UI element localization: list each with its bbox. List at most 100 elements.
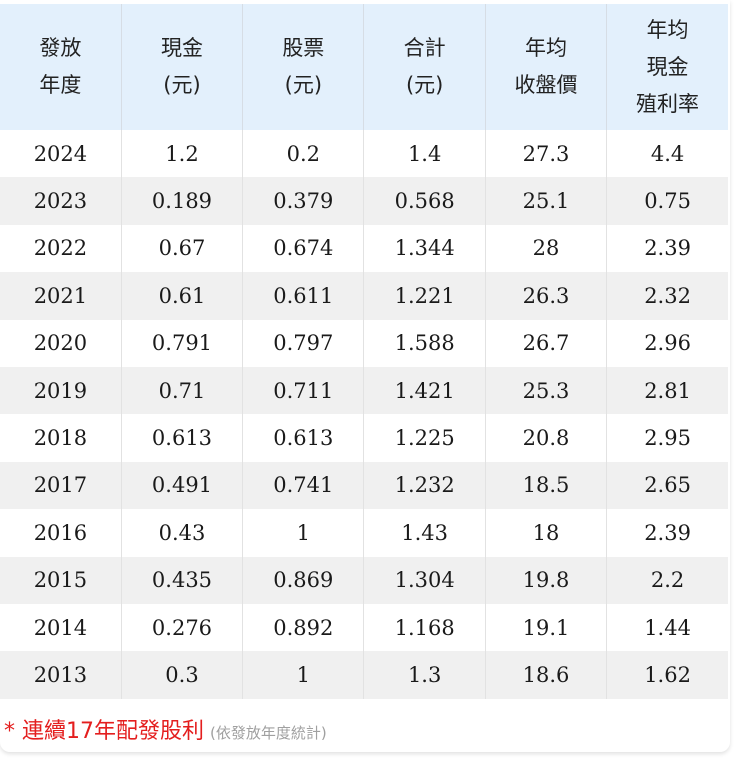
- header-row: 發放 年度 現金 (元) 股票 (元) 合計 (元) 年均 收盤價 年均 現金 殖利率: [0, 4, 728, 130]
- cell-avg-price: 18.5: [484, 461, 607, 510]
- header-avg-price: 年均 收盤價: [484, 4, 607, 130]
- header-text: 現金: [160, 36, 203, 60]
- cell-year: 2019: [0, 366, 122, 415]
- cell-year: 2013: [0, 651, 122, 699]
- cell-stock: 0.2: [242, 130, 364, 178]
- cell-avg-yield: 2.96: [606, 319, 728, 367]
- cell-avg-price: 26.3: [484, 272, 607, 320]
- footnote-sub: (依發放年度統計): [210, 724, 327, 742]
- cell-cash: 0.613: [120, 414, 243, 462]
- cell-avg-price: 19.1: [484, 603, 607, 652]
- cell-year: 2023: [0, 177, 122, 225]
- cell-cash: 0.71: [120, 366, 243, 415]
- cell-year: 2014: [33, 615, 88, 640]
- header-total: 合計 (元): [363, 4, 486, 130]
- cell-year: 2016: [33, 520, 88, 545]
- table-row: 2014 0.276 0.892 1.168 19.1 1.44: [0, 603, 728, 652]
- cell-year: 2024: [33, 141, 88, 166]
- cell-total: 1.225: [363, 414, 486, 462]
- header-text: 股票: [282, 36, 325, 60]
- cell-cash: 0.3: [120, 651, 243, 699]
- dividend-table: 發放 年度 現金 (元) 股票 (元) 合計 (元) 年均 收盤價 年均 現金 殖利率 202…: [0, 4, 728, 699]
- header-avg-yield: 年均 現金 殖利率: [606, 4, 728, 130]
- cell-cash: 0.61: [120, 272, 243, 320]
- header-cash: 現金 (元): [120, 4, 243, 130]
- header-text: 現金: [646, 54, 689, 79]
- cell-avg-yield: 1.44: [606, 603, 728, 652]
- header-text: 發放: [39, 36, 82, 60]
- cell-stock: 0.869: [242, 556, 364, 604]
- header-text: (元): [284, 73, 323, 97]
- cell-stock: 0.674: [242, 224, 364, 273]
- cell-stock: 1: [242, 509, 364, 557]
- cell-stock: 0.611: [242, 272, 364, 320]
- table-row: 2015 0.435 0.869 1.304 19.8 2.2: [0, 556, 728, 604]
- cell-avg-yield: 2.39: [606, 509, 728, 557]
- cell-year: 2015: [0, 556, 122, 604]
- cell-avg-yield: 2.2: [606, 556, 728, 604]
- table-row: 2021 0.61 0.611 1.221 26.3 2.32: [0, 272, 728, 320]
- cell-avg-yield: 2.32: [606, 272, 728, 320]
- cell-stock: 1: [242, 651, 364, 699]
- table-row: 2019 0.71 0.711 1.421 25.3 2.81: [0, 366, 728, 415]
- cell-total: 1.168: [363, 603, 486, 652]
- cell-cash: 0.276: [120, 603, 243, 652]
- header-text: 年度: [39, 73, 82, 97]
- table-row: 2016 0.43 1 1.43 18 2.39: [0, 509, 728, 557]
- cell-cash: 0.791: [120, 319, 243, 367]
- cell-avg-price: 25.3: [484, 366, 607, 415]
- cell-cash: 0.43: [120, 509, 243, 557]
- cell-stock: 0.797: [242, 319, 364, 367]
- table-row: 2024 1.2 0.2 1.4 27.3 4.4: [0, 130, 728, 178]
- cell-total: 1.304: [363, 556, 486, 604]
- header-text: 合計: [403, 36, 446, 60]
- header-text: 年均: [646, 17, 689, 42]
- cell-avg-yield: 0.75: [606, 177, 728, 225]
- table-row: 2013 0.3 1 1.3 18.6 1.62: [0, 651, 728, 699]
- header-text: 殖利率: [636, 91, 700, 116]
- cell-cash: 0.435: [120, 556, 243, 604]
- cell-total: 1.344: [363, 224, 486, 273]
- cell-avg-price: 18.6: [484, 651, 607, 699]
- footnote-main: * 連續17年配發股利: [4, 719, 204, 744]
- footnote: * 連續17年配發股利 (依發放年度統計): [4, 713, 327, 745]
- cell-cash: 0.491: [120, 461, 243, 510]
- table-row: 2020 0.791 0.797 1.588 26.7 2.96: [0, 319, 728, 367]
- cell-total: 1.221: [363, 272, 486, 320]
- cell-stock: 0.379: [242, 177, 364, 225]
- cell-avg-yield: 2.81: [606, 366, 728, 415]
- cell-avg-price: 20.8: [484, 414, 607, 462]
- cell-stock: 0.741: [242, 461, 364, 510]
- cell-avg-yield: 4.4: [606, 130, 728, 178]
- cell-avg-price: 25.1: [484, 177, 607, 225]
- header-text: 年均: [524, 36, 567, 60]
- header-year: 發放 年度: [0, 4, 122, 130]
- cell-total: 0.568: [363, 177, 486, 225]
- cell-stock: 0.613: [242, 414, 364, 462]
- table-row: 2018 0.613 0.613 1.225 20.8 2.95: [0, 414, 728, 462]
- cell-year: 2018: [33, 426, 88, 451]
- cell-total: 1.421: [363, 366, 486, 415]
- cell-year: 2020: [33, 331, 88, 356]
- cell-avg-price: 19.8: [484, 556, 607, 604]
- header-stock: 股票 (元): [242, 4, 364, 130]
- cell-cash: 0.189: [120, 177, 243, 225]
- cell-year: 2017: [0, 461, 122, 510]
- header-text: 收盤價: [514, 73, 578, 97]
- cell-avg-yield: 2.65: [606, 461, 728, 510]
- cell-avg-price: 26.7: [484, 319, 607, 367]
- table-row: 2023 0.189 0.379 0.568 25.1 0.75: [0, 177, 728, 225]
- cell-stock: 0.892: [242, 603, 364, 652]
- cell-avg-yield: 2.39: [606, 224, 728, 273]
- cell-cash: 0.67: [120, 224, 243, 273]
- cell-total: 1.3: [363, 651, 486, 699]
- dividend-card: 發放 年度 現金 (元) 股票 (元) 合計 (元) 年均 收盤價 年均 現金 殖利率 202…: [0, 4, 728, 745]
- cell-year: 2021: [0, 272, 122, 320]
- cell-avg-yield: 2.95: [606, 414, 728, 462]
- cell-avg-price: 18: [484, 509, 607, 557]
- cell-year: 2022: [33, 236, 88, 261]
- cell-stock: 0.711: [242, 366, 364, 415]
- table-row: 2022 0.67 0.674 1.344 28 2.39: [0, 224, 728, 273]
- header-text: (元): [163, 73, 201, 97]
- cell-total: 1.232: [363, 461, 486, 510]
